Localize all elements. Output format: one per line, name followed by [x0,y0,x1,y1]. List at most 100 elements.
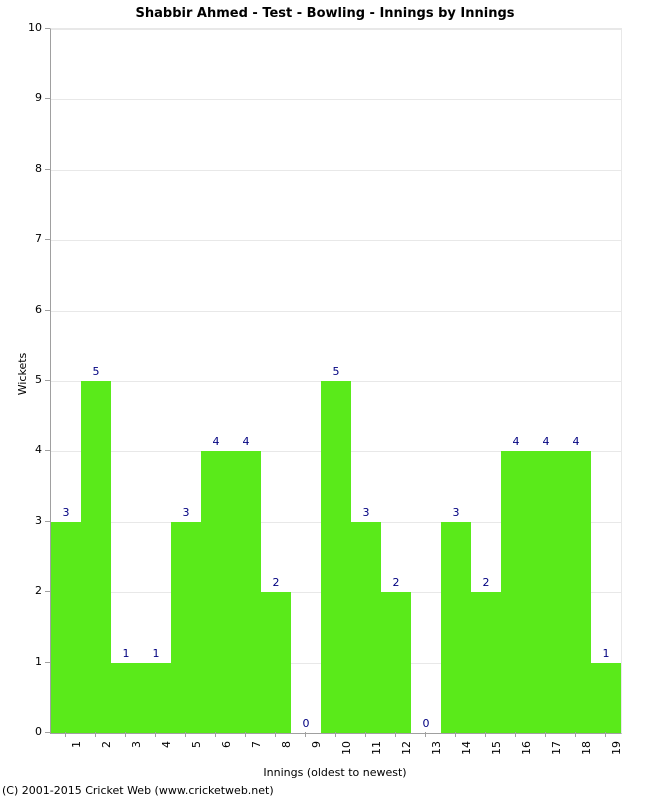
x-tick [605,732,606,737]
x-tick-label: 12 [400,741,413,769]
y-tick-label: 7 [12,232,42,245]
x-tick [395,732,396,737]
bar [111,663,141,733]
bar [531,451,561,733]
x-tick [515,732,516,737]
bar [51,522,81,733]
x-tick [575,732,576,737]
chart-title: Shabbir Ahmed - Test - Bowling - Innings… [0,6,650,21]
bar [441,522,471,733]
bar [81,381,111,733]
y-tick [45,450,50,451]
bar-value-label: 5 [81,365,111,378]
gridline [51,99,621,100]
bar-value-label: 4 [201,435,231,448]
bar-value-label: 5 [321,365,351,378]
bar-value-label: 2 [471,576,501,589]
x-tick [95,732,96,737]
plot-area: 3511344205320324441 [50,28,622,734]
x-tick-label: 19 [610,741,623,769]
x-tick [305,732,306,737]
x-tick-label: 6 [220,741,233,769]
y-tick-label: 10 [12,21,42,34]
y-tick-label: 8 [12,162,42,175]
bar-value-label: 4 [231,435,261,448]
bar [351,522,381,733]
chart-container: Shabbir Ahmed - Test - Bowling - Innings… [0,0,650,800]
x-tick-label: 1 [70,741,83,769]
x-tick-label: 8 [280,741,293,769]
x-tick [65,732,66,737]
y-tick-label: 9 [12,91,42,104]
x-tick [245,732,246,737]
bar-value-label: 3 [351,506,381,519]
bar-value-label: 0 [411,717,441,730]
bar [321,381,351,733]
y-tick [45,732,50,733]
gridline [51,29,621,30]
bar [561,451,591,733]
bar-value-label: 2 [381,576,411,589]
y-tick [45,591,50,592]
y-tick [45,28,50,29]
x-tick [125,732,126,737]
x-tick [485,732,486,737]
y-tick-label: 4 [12,443,42,456]
gridline [51,311,621,312]
x-tick-label: 4 [160,741,173,769]
x-tick-label: 15 [490,741,503,769]
x-tick [215,732,216,737]
x-tick [455,732,456,737]
y-tick [45,169,50,170]
x-tick-label: 5 [190,741,203,769]
y-tick [45,521,50,522]
bar-value-label: 4 [501,435,531,448]
bar-value-label: 4 [531,435,561,448]
y-tick [45,662,50,663]
bar [381,592,411,733]
bar [201,451,231,733]
bar-value-label: 3 [51,506,81,519]
gridline [51,170,621,171]
bar-value-label: 3 [171,506,201,519]
x-tick-label: 7 [250,741,263,769]
y-tick-label: 0 [12,725,42,738]
bar-value-label: 1 [111,647,141,660]
bar [591,663,621,733]
x-tick-label: 2 [100,741,113,769]
y-tick [45,98,50,99]
bar [141,663,171,733]
x-tick-label: 9 [310,741,323,769]
x-tick-label: 11 [370,741,383,769]
x-tick-label: 3 [130,741,143,769]
bar [231,451,261,733]
x-tick [365,732,366,737]
x-tick [275,732,276,737]
x-tick-label: 16 [520,741,533,769]
bar [261,592,291,733]
y-tick-label: 1 [12,655,42,668]
x-tick [425,732,426,737]
x-tick-label: 14 [460,741,473,769]
y-tick [45,239,50,240]
copyright-text: (C) 2001-2015 Cricket Web (www.cricketwe… [2,784,274,797]
bar-value-label: 1 [591,647,621,660]
y-tick-label: 3 [12,514,42,527]
x-tick [335,732,336,737]
x-tick-label: 17 [550,741,563,769]
bar-value-label: 1 [141,647,171,660]
x-tick [155,732,156,737]
bar-value-label: 0 [291,717,321,730]
y-tick [45,310,50,311]
bar-value-label: 2 [261,576,291,589]
bar [501,451,531,733]
x-tick-label: 10 [340,741,353,769]
gridline [51,240,621,241]
x-tick [185,732,186,737]
bar [471,592,501,733]
y-tick-label: 6 [12,303,42,316]
bar-value-label: 4 [561,435,591,448]
bar [171,522,201,733]
x-tick-label: 18 [580,741,593,769]
y-tick-label: 5 [12,373,42,386]
